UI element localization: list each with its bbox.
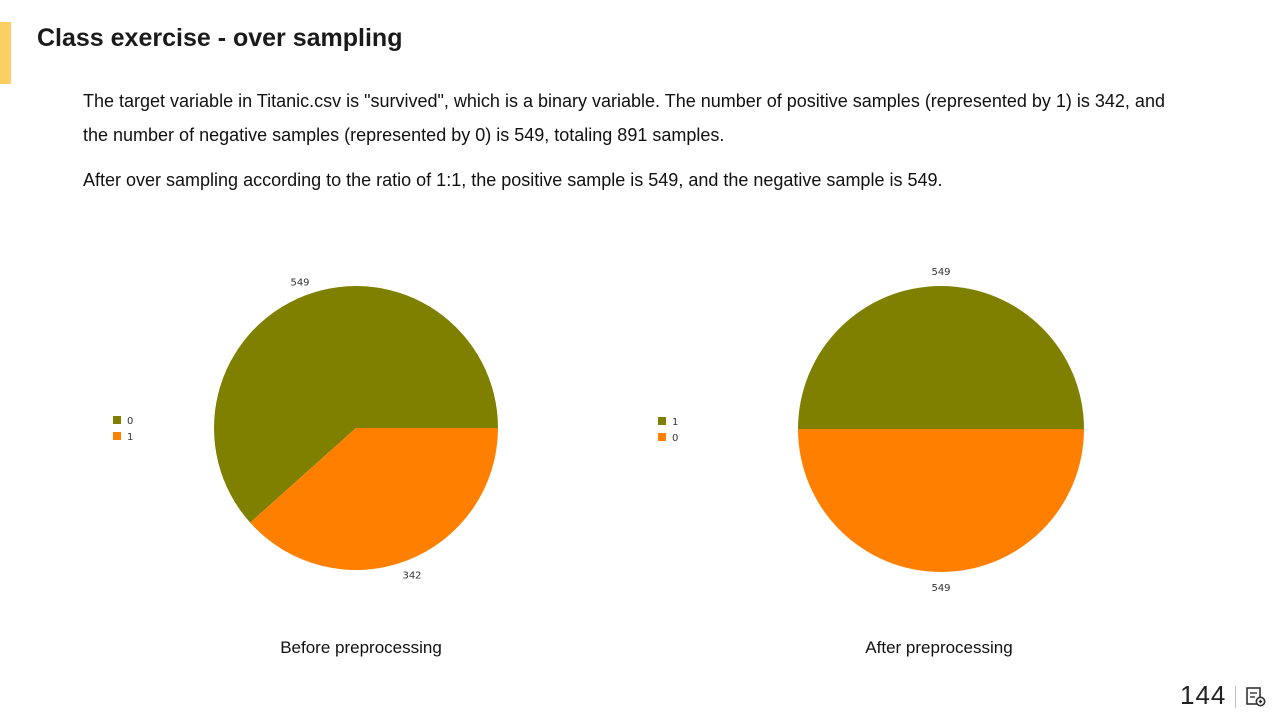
pie-value-label-1-0: 549 [931,267,950,278]
pie-slice-1-0 [798,286,1084,429]
pie-value-label-0-0: 549 [290,277,309,288]
slide-title: Class exercise - over sampling [37,24,403,52]
legend-swatch-1-1 [658,433,666,441]
page-number: 144 [1180,680,1227,710]
chart-caption-before: Before preprocessing [280,638,442,657]
footer-divider [1235,686,1236,708]
notes-icon[interactable] [1245,686,1267,708]
legend-swatch-0-0 [113,416,121,424]
pie-value-label-0-1: 342 [402,571,421,582]
legend-label-0-1: 1 [127,432,133,443]
pie-slice-0-1 [250,428,498,571]
pie-slice-0-0 [213,286,498,523]
pie-slice-1-1 [798,429,1084,572]
legend-swatch-0-1 [113,432,121,440]
legend-label-0-0: 0 [127,416,133,427]
title-accent-bar [0,22,11,84]
legend-swatch-1-0 [658,417,666,425]
legend-label-1-1: 0 [672,433,678,444]
intro-paragraph: The target variable in Titanic.csv is "s… [83,91,1165,145]
chart-caption-after: After preprocessing [865,638,1013,657]
legend-label-1-0: 1 [672,417,678,428]
pie-value-label-1-1: 549 [931,583,950,594]
result-paragraph: After over sampling according to the rat… [83,170,943,190]
